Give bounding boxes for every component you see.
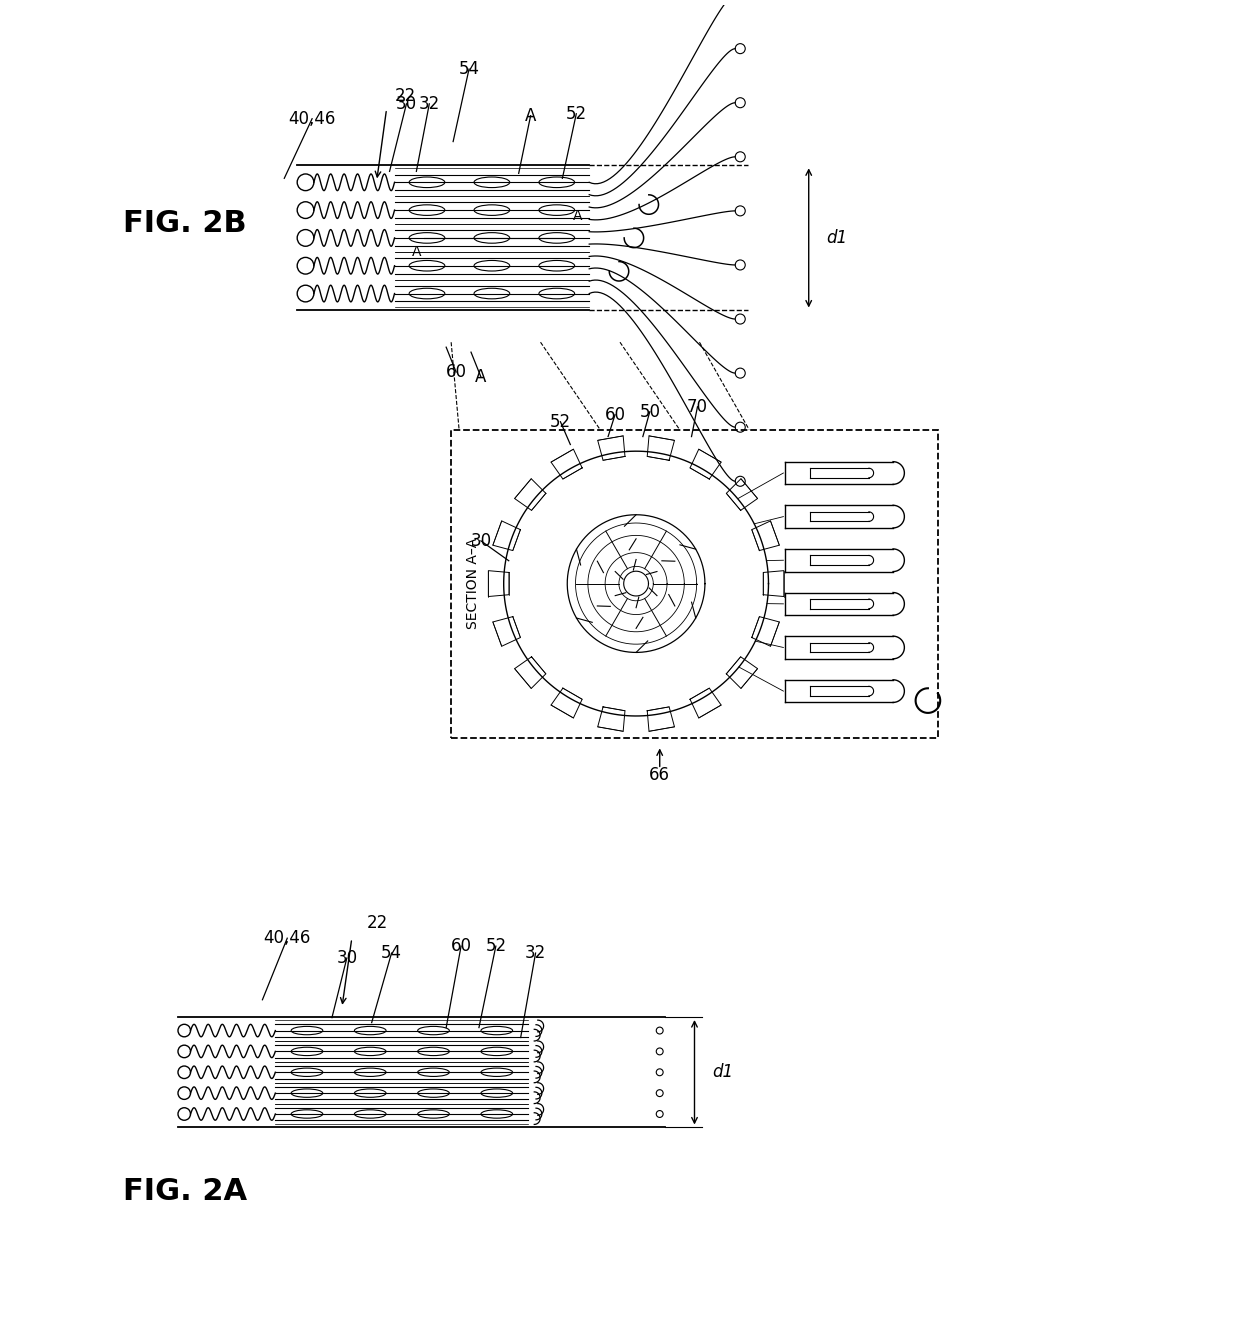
Text: 30: 30 (396, 95, 417, 113)
Bar (451, 430, 937, 737)
Text: 52: 52 (549, 413, 570, 430)
Text: d1: d1 (712, 1063, 734, 1081)
Text: FIG. 2B: FIG. 2B (123, 209, 247, 237)
Text: 40,46: 40,46 (289, 110, 336, 127)
Text: 32: 32 (525, 945, 546, 962)
Text: 70: 70 (687, 398, 708, 415)
Text: FIG. 2A: FIG. 2A (123, 1177, 248, 1206)
Text: A: A (475, 369, 486, 386)
Text: d1: d1 (827, 229, 848, 247)
Text: 22: 22 (367, 914, 388, 933)
Text: 60: 60 (605, 406, 625, 423)
Text: 52: 52 (485, 937, 506, 955)
Text: 30: 30 (336, 949, 357, 967)
Text: A: A (412, 245, 422, 259)
Text: 52: 52 (565, 105, 587, 123)
Text: 66: 66 (650, 766, 671, 784)
Text: 50: 50 (640, 403, 660, 421)
Text: A: A (573, 209, 582, 222)
Text: 22: 22 (394, 87, 415, 105)
Text: 32: 32 (419, 95, 440, 113)
Text: 60: 60 (450, 937, 471, 955)
Text: 54: 54 (381, 945, 402, 962)
Text: A: A (525, 107, 536, 125)
Text: 40,46: 40,46 (264, 929, 311, 947)
Text: 54: 54 (459, 60, 480, 78)
Text: 30: 30 (470, 532, 491, 549)
Text: SECTION A–A: SECTION A–A (466, 537, 480, 630)
Text: 60: 60 (445, 363, 466, 381)
